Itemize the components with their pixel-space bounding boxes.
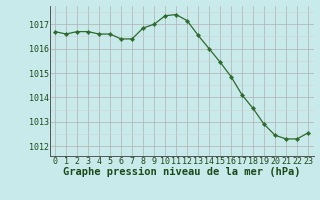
- X-axis label: Graphe pression niveau de la mer (hPa): Graphe pression niveau de la mer (hPa): [63, 167, 300, 177]
